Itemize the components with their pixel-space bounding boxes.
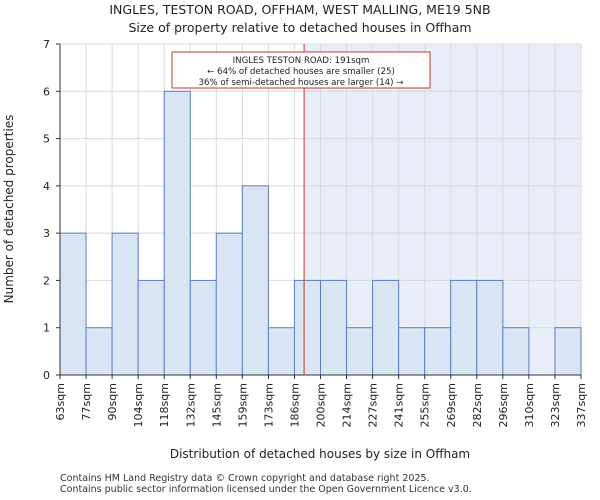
x-tick-label: 269sqm [445, 383, 458, 427]
x-axis-label: Distribution of detached houses by size … [170, 447, 470, 461]
chart-subtitle: Size of property relative to detached ho… [128, 20, 471, 35]
annotation-line-1: INGLES TESTON ROAD: 191sqm [233, 56, 370, 66]
chart: INGLES, TESTON ROAD, OFFHAM, WEST MALLIN… [2, 2, 588, 461]
bar [346, 327, 374, 376]
x-tick-label: 77sqm [80, 383, 93, 420]
x-tick-label: 186sqm [288, 383, 301, 427]
y-tick-label: 0 [43, 369, 50, 382]
x-tick-label: 255sqm [419, 383, 432, 427]
bar [476, 279, 504, 376]
y-tick-label: 2 [43, 274, 50, 287]
bar [320, 279, 348, 376]
bar [424, 327, 452, 376]
footer-licence: Contains public sector information licen… [60, 484, 472, 495]
bar [450, 279, 478, 376]
bar [372, 279, 400, 376]
x-tick-label: 323sqm [549, 383, 562, 427]
bar [502, 327, 530, 376]
x-tick-label: 90sqm [106, 383, 119, 420]
bar [85, 327, 113, 376]
x-tick-label: 118sqm [158, 383, 171, 427]
plot-area: 0 1 2 3 4 5 6 7 63sqm 77sqm 90sqm 104sqm 118sqm 132sq… [43, 38, 588, 427]
bar [241, 185, 269, 376]
annotation-line-3: 36% of semi-detached houses are larger (… [199, 78, 404, 88]
annotation-box [171, 51, 431, 89]
bar [398, 327, 426, 376]
highlight-region [304, 44, 581, 375]
bar [215, 232, 243, 376]
bar [111, 232, 139, 376]
x-tick-label: 159sqm [236, 383, 249, 427]
y-tick-label: 6 [43, 85, 50, 98]
y-tick-label: 3 [43, 227, 50, 240]
x-tick-label: 200sqm [315, 383, 328, 427]
bar [137, 279, 165, 376]
bar [554, 327, 582, 376]
annotation-line-2: ← 64% of detached houses are smaller (25… [207, 67, 395, 77]
x-tick-label: 63sqm [54, 383, 67, 420]
bar [267, 327, 295, 376]
chart-title: INGLES, TESTON ROAD, OFFHAM, WEST MALLIN… [109, 2, 490, 17]
y-tick-label: 1 [43, 322, 50, 335]
y-axis-label: Number of detached properties [2, 115, 16, 304]
x-tick-label: 337sqm [575, 383, 588, 427]
x-tick-label: 227sqm [367, 383, 380, 427]
x-tick-label: 296sqm [497, 383, 510, 427]
y-tick-label: 4 [43, 180, 50, 193]
x-tick-label: 132sqm [184, 383, 197, 427]
x-tick-label: 104sqm [132, 383, 145, 427]
y-tick-label: 7 [43, 38, 50, 51]
bar [189, 279, 217, 376]
x-tick-label: 310sqm [523, 383, 536, 427]
x-tick-label: 282sqm [471, 383, 484, 427]
x-tick-label: 241sqm [393, 383, 406, 427]
y-tick-label: 5 [43, 133, 50, 146]
bar [59, 232, 87, 376]
bar [163, 90, 191, 376]
bar [293, 279, 322, 376]
x-tick-label: 214sqm [341, 383, 354, 427]
x-tick-label: 173sqm [262, 383, 275, 427]
x-tick-label: 145sqm [210, 383, 223, 427]
footer-copyright: Contains HM Land Registry data © Crown c… [60, 473, 430, 484]
